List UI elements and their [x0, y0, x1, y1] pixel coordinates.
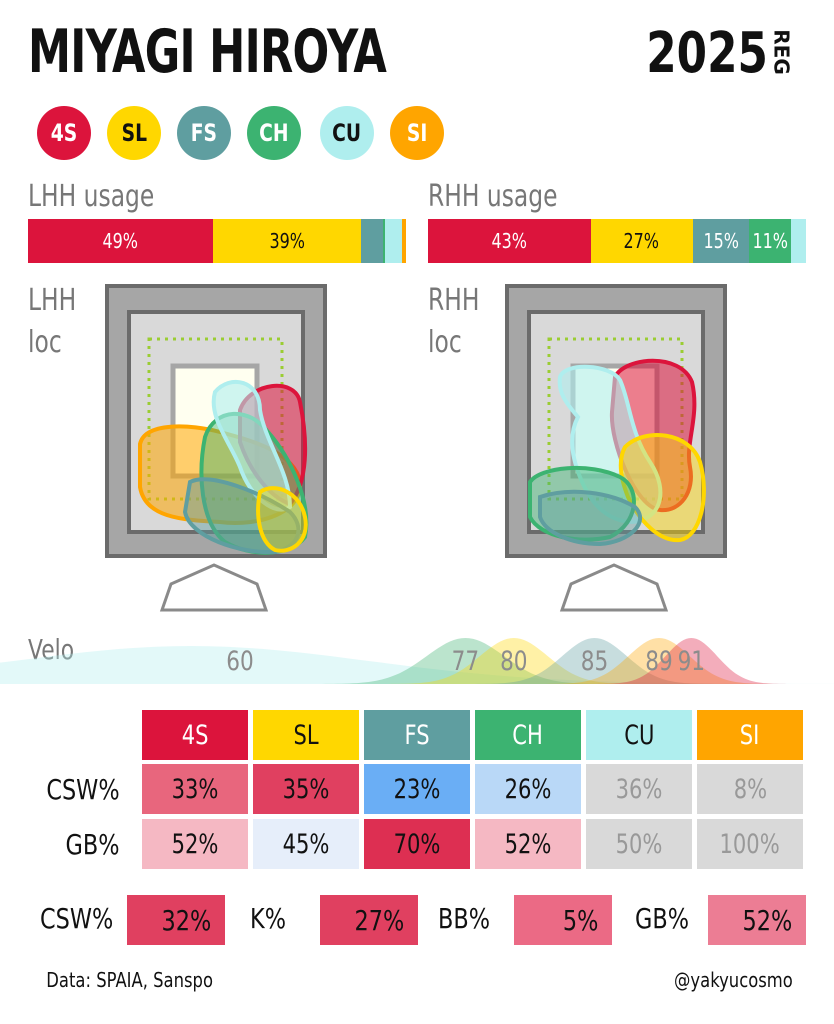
rhh-usage-title: RHH usage — [428, 179, 558, 214]
usage-seg-4s: 49% — [28, 219, 214, 263]
table-header-si: SI — [697, 710, 803, 760]
season-type: REG — [769, 29, 794, 75]
table-cell: 52% — [475, 819, 581, 869]
pitch-chip-sl: SL — [107, 106, 161, 160]
pitch-chip-4s: 4S — [37, 106, 91, 160]
usage-seg-4s: 43% — [428, 219, 591, 263]
summary-label: K% — [250, 902, 286, 935]
rhh-loc-label-2: loc — [428, 325, 462, 360]
velocity-distribution: 60 77 80 85 89 91 — [0, 638, 834, 684]
rhh-loc-label-1: RHH — [428, 283, 480, 318]
table-cell: 36% — [586, 764, 692, 814]
pitch-chip-si: SI — [390, 106, 444, 160]
table-cell: 45% — [253, 819, 359, 869]
velo-title: Velo — [28, 633, 75, 666]
strike-zone-dotted — [547, 337, 684, 501]
velo-curve-4s — [588, 638, 792, 684]
contour-sl — [618, 433, 706, 543]
strike-zone-dotted — [147, 337, 284, 501]
summary-value: 52% — [708, 895, 806, 945]
table-header-4s: 4S — [142, 710, 248, 760]
table-row-label: CSW% — [46, 773, 120, 806]
table-cell: 70% — [364, 819, 470, 869]
usage-seg-fs — [360, 219, 384, 263]
summary-label: GB% — [635, 902, 690, 935]
velo-curve-cu — [0, 646, 834, 684]
summary-label: CSW% — [40, 902, 114, 935]
summary-value: 32% — [127, 895, 225, 945]
table-header-fs: FS — [364, 710, 470, 760]
velo-curve-ch — [310, 638, 617, 684]
velo-curve-fs — [465, 638, 721, 684]
usage-seg-cu — [790, 219, 806, 263]
table-cell: 35% — [253, 764, 359, 814]
table-cell: 26% — [475, 764, 581, 814]
velo-curve-si — [536, 638, 779, 684]
table-cell: 8% — [697, 764, 803, 814]
lhh-loc-label-1: LHH — [28, 283, 77, 318]
velo-curve-sl — [378, 638, 646, 684]
velo-peak-label-sl: 80 — [500, 645, 527, 677]
usage-seg-ch — [383, 219, 386, 263]
table-row-label: GB% — [65, 828, 120, 861]
contour-cu — [211, 379, 293, 512]
table-cell: 52% — [142, 819, 248, 869]
home-plate — [159, 563, 269, 612]
velo-peak-label-ch: 77 — [452, 645, 479, 677]
table-cell: 33% — [142, 764, 248, 814]
lhh-location-plot — [105, 284, 327, 612]
velo-peak-label-si: 89 — [645, 645, 672, 677]
summary-value: 5% — [514, 895, 612, 945]
table-cell: 23% — [364, 764, 470, 814]
contour-fs — [538, 489, 643, 547]
table-cell: 100% — [697, 819, 803, 869]
home-plate — [559, 563, 669, 612]
table-header-sl: SL — [253, 710, 359, 760]
summary-label: BB% — [438, 902, 491, 935]
usage-seg-si — [402, 219, 406, 263]
pitch-chip-ch: CH — [247, 106, 301, 160]
rhh-location-plot — [505, 284, 727, 612]
table-cell: 50% — [586, 819, 692, 869]
velo-peak-label-fs: 85 — [581, 645, 608, 677]
velo-peak-label-4s: 91 — [678, 645, 705, 677]
pitcher-name: MIYAGI HIROYA — [28, 17, 387, 87]
usage-seg-fs: 15% — [692, 219, 750, 263]
lhh-loc-label-2: loc — [28, 325, 62, 360]
pitch-chip-cu: CU — [320, 106, 374, 160]
usage-seg-ch: 11% — [749, 219, 791, 263]
season-year: 2025 — [646, 21, 768, 86]
lhh-usage-bar: 49% 39% — [28, 219, 406, 263]
lhh-usage-title: LHH usage — [28, 179, 155, 214]
usage-seg-sl: 39% — [213, 219, 361, 263]
rhh-usage-bar: 43% 27% 15% 11% — [428, 219, 806, 263]
data-source: Data: SPAIA, Sanspo — [46, 968, 213, 992]
velo-peak-label-cu: 60 — [226, 645, 253, 677]
table-header-ch: CH — [475, 710, 581, 760]
summary-value: 27% — [320, 895, 418, 945]
usage-seg-sl: 27% — [590, 219, 693, 263]
contour-fs — [182, 477, 301, 555]
pitch-chip-fs: FS — [177, 106, 231, 160]
author-credit: @yakyucosmo — [674, 968, 793, 992]
table-header-cu: CU — [586, 710, 692, 760]
contour-sl — [256, 486, 308, 553]
usage-seg-cu — [385, 219, 403, 263]
